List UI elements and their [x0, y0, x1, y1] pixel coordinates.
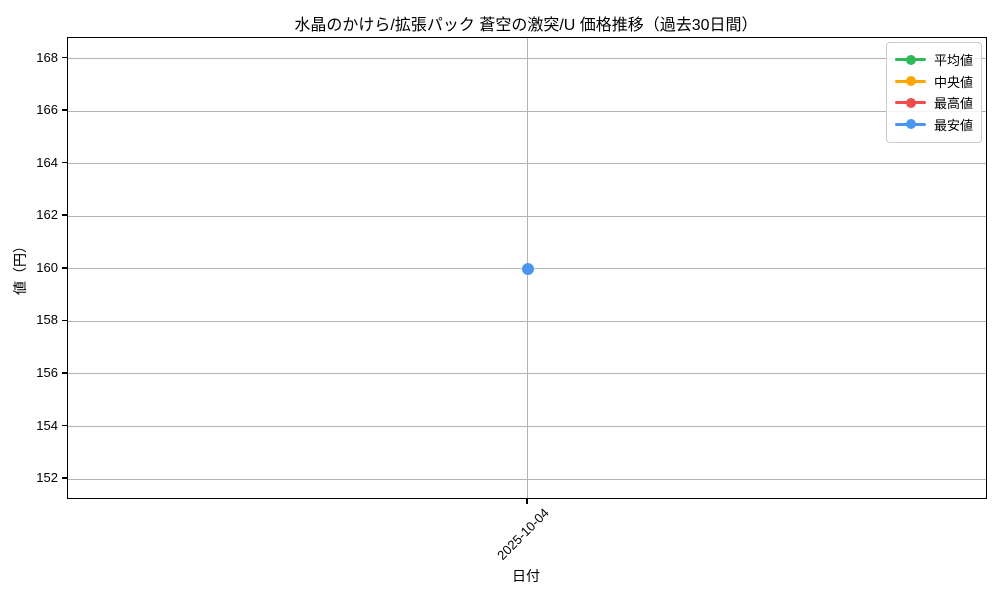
y-tick-label: 162 — [36, 207, 58, 223]
legend-marker-dot — [905, 119, 916, 130]
legend-marker-line — [895, 119, 926, 130]
data-point-最安値 — [521, 262, 534, 275]
y-gridline — [68, 478, 986, 480]
y-gridline — [68, 373, 986, 375]
y-tick-label: 166 — [36, 102, 58, 118]
y-tick-mark — [62, 424, 67, 427]
legend-marker-dot — [905, 54, 916, 65]
legend: 平均値中央値最高値最安値 — [886, 42, 982, 143]
legend-item-label: 最安値 — [934, 117, 974, 133]
y-gridline — [68, 58, 986, 59]
x-tick-mark — [526, 498, 528, 504]
y-tick-label: 154 — [36, 417, 58, 433]
legend-item: 最安値 — [895, 114, 973, 136]
plot-area — [67, 37, 987, 499]
y-gridline — [68, 163, 986, 165]
y-tick-mark — [62, 214, 67, 216]
legend-item-label: 平均値 — [934, 53, 974, 69]
y-gridline — [68, 110, 986, 112]
y-tick-mark — [62, 477, 67, 479]
y-gridline — [68, 320, 986, 322]
legend-marker-dot — [905, 97, 916, 108]
y-tick-mark — [62, 266, 67, 269]
y-tick-mark — [62, 319, 67, 322]
legend-marker-dot — [905, 76, 916, 87]
x-tick-label: 2025-10-04 — [494, 505, 552, 563]
legend-item-label: 中央値 — [934, 74, 974, 90]
y-tick-label: 156 — [36, 364, 58, 380]
y-tick-label: 160 — [36, 259, 58, 275]
y-tick-mark — [62, 372, 67, 374]
legend-marker-line — [895, 97, 926, 108]
y-tick-mark — [62, 56, 67, 59]
legend-marker-line — [895, 54, 926, 65]
chart-title: 水晶のかけら/拡張パック 蒼空の激突/U 価格推移（過去30日間） — [294, 17, 758, 34]
legend-item-label: 最高値 — [934, 96, 974, 112]
y-tick-label: 158 — [36, 312, 58, 328]
x-axis-label: 日付 — [512, 568, 540, 584]
y-tick-label: 152 — [36, 470, 58, 486]
y-tick-mark — [62, 161, 67, 164]
legend-item: 平均値 — [895, 49, 973, 71]
y-gridline — [68, 426, 986, 427]
y-gridline — [68, 215, 986, 217]
legend-item: 中央値 — [895, 71, 973, 93]
legend-item: 最高値 — [895, 92, 973, 114]
legend-marker-line — [895, 76, 926, 87]
y-tick-mark — [62, 109, 67, 111]
y-tick-label: 168 — [36, 49, 58, 65]
y-tick-label: 164 — [36, 154, 58, 170]
